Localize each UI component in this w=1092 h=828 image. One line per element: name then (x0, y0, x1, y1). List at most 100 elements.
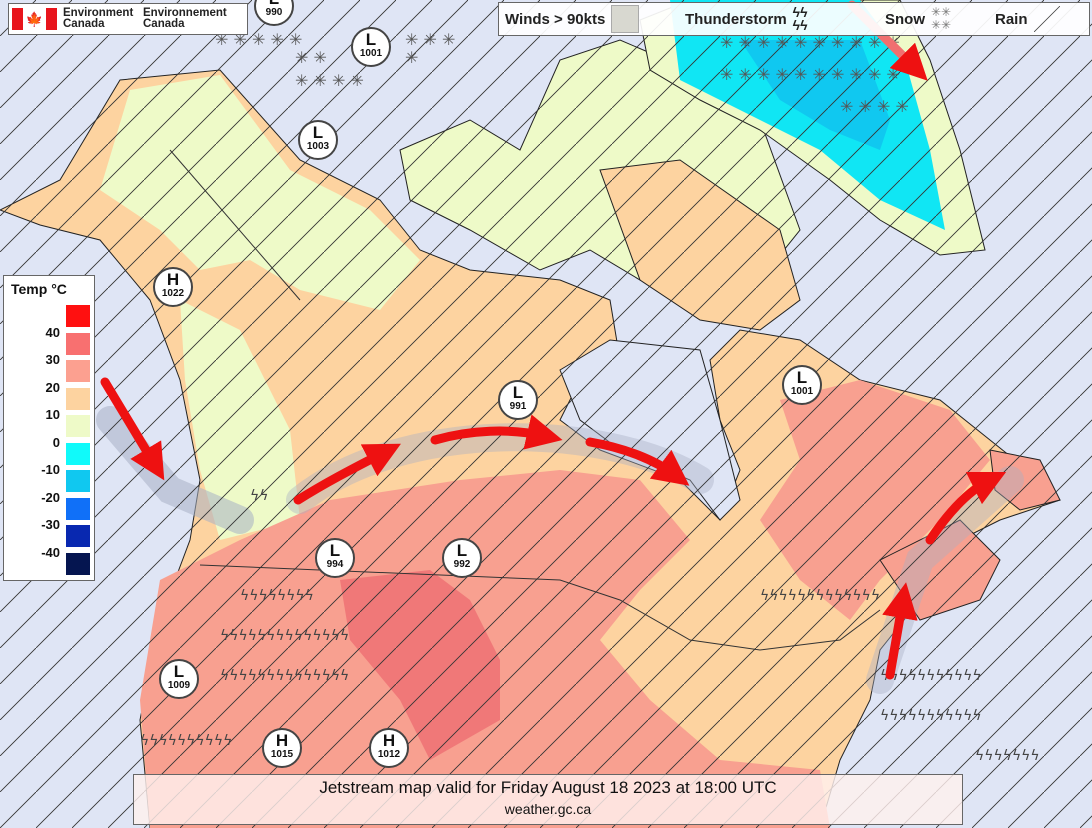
svg-text:ϟϟϟϟϟϟϟϟϟϟ: ϟϟϟϟϟϟϟϟϟϟ (140, 733, 232, 749)
temp-level-label: -20 (41, 489, 60, 505)
logo-en-line1: Environment (63, 7, 134, 19)
pressure-type: L (312, 123, 324, 142)
low-pressure-center: L 994 (315, 538, 355, 578)
jet-arrow (430, 414, 563, 450)
temp-level-label: -10 (41, 462, 60, 477)
jet-arrow (925, 471, 1007, 545)
wind-swath-icon (611, 5, 640, 33)
temp-color-swatch (66, 360, 90, 382)
temp-level-label: -30 (41, 517, 60, 532)
temp-legend-row: -30 (4, 517, 94, 551)
low-pressure-center: L 991 (498, 380, 538, 420)
pressure-type: H (166, 270, 180, 289)
svg-text:✳ ✳ ✳ ✳: ✳ ✳ ✳ ✳ (295, 71, 364, 90)
temp-legend-row: -10 (4, 462, 94, 496)
svg-text:ϟϟϟϟϟϟϟϟϟϟϟϟϟϟ: ϟϟϟϟϟϟϟϟϟϟϟϟϟϟ (220, 668, 349, 684)
svg-text:✳ ✳ ✳: ✳ ✳ ✳ (405, 30, 455, 49)
pressure-value: 1001 (790, 386, 814, 397)
svg-text:ϟϟϟϟϟϟϟϟϟϟϟ: ϟϟϟϟϟϟϟϟϟϟϟ (880, 708, 982, 724)
temp-level-label: 10 (45, 407, 60, 422)
temp-level-label: -40 (41, 544, 60, 560)
pressure-type: L (329, 541, 341, 560)
valid-time-caption: Jetstream map valid for Friday August 18… (133, 774, 963, 825)
svg-text:ϟϟ: ϟϟ (250, 488, 268, 504)
temp-level-label: 30 (45, 352, 60, 367)
logo-en-line2: Canada (63, 18, 105, 30)
valid-time-text: Jetstream map valid for Friday August 18… (319, 778, 777, 797)
temp-color-swatch (66, 470, 90, 492)
svg-text:ϟϟϟϟϟϟϟϟϟϟϟϟϟϟ: ϟϟϟϟϟϟϟϟϟϟϟϟϟϟ (220, 628, 349, 644)
svg-text:✳ ✳: ✳ ✳ (295, 48, 327, 67)
legend-thunderstorm-label: Thunderstorm (685, 10, 787, 28)
svg-text:ϟϟϟϟϟϟϟϟϟϟϟϟϟ: ϟϟϟϟϟϟϟϟϟϟϟϟϟ (760, 588, 880, 604)
jet-arrow (882, 582, 918, 680)
pressure-value: 1022 (161, 288, 185, 299)
temp-level-label: 0 (52, 434, 60, 450)
pressure-value: 1012 (377, 749, 401, 760)
jet-arrow (100, 377, 165, 481)
lightning-icon: ϟϟ ϟϟ (792, 4, 808, 33)
temp-legend-row (4, 303, 94, 331)
pressure-value: 991 (509, 401, 527, 412)
source-url[interactable]: weather.gc.ca (504, 801, 592, 817)
pressure-type: H (382, 731, 396, 750)
logo-fr-line1: Environnement (143, 7, 227, 19)
low-pressure-center: L 1009 (159, 659, 199, 699)
low-pressure-center: L 1001 (782, 365, 822, 405)
temp-color-swatch (66, 442, 90, 465)
svg-text:ϟϟϟϟϟϟϟϟϟϟϟ: ϟϟϟϟϟϟϟϟϟϟϟ (880, 668, 982, 684)
high-pressure-center: H 1015 (262, 728, 302, 768)
pressure-type: H (275, 731, 289, 750)
pressure-type: L (173, 662, 185, 681)
temp-legend-row: 40 (4, 325, 94, 359)
legend-snow-label: Snow (885, 10, 925, 28)
snow-symbols: ✳ ✳ ✳ ✳ ✳ ✳ ✳ ✳ ✳ ✳ ✳ ✳ ✳ ✳ ✳ ✳ ✳ ✳ ✳ ✳ … (215, 30, 909, 116)
svg-text:ϟϟϟϟϟϟϟ: ϟϟϟϟϟϟϟ (975, 748, 1040, 764)
temp-legend-row: 0 (4, 435, 94, 469)
high-pressure-center: H 1022 (153, 267, 193, 307)
pressure-type: L (456, 541, 468, 560)
temp-color-swatch (66, 497, 90, 520)
temp-color-swatch (66, 387, 90, 410)
pressure-value: 1009 (167, 680, 191, 691)
low-pressure-center: L 1003 (298, 120, 338, 160)
thunderstorm-symbols: ϟϟϟϟϟϟϟϟ ϟϟϟϟϟϟϟϟϟϟϟϟϟϟ ϟϟϟϟϟϟϟϟϟϟϟϟϟϟ ϟ… (140, 488, 1040, 764)
temp-level-label: 20 (45, 379, 60, 395)
svg-text:✳: ✳ (405, 48, 418, 67)
pressure-type: L (365, 30, 377, 49)
legend-rain-label: Rain (995, 10, 1028, 28)
jet-stream-arrows (100, 0, 1007, 680)
temp-legend-title: Temp °C (11, 281, 67, 297)
temp-legend-row: -20 (4, 490, 94, 524)
low-pressure-center: L 1001 (351, 27, 391, 67)
temp-color-swatch (66, 415, 90, 437)
temp-color-swatch (66, 525, 90, 547)
environment-canada-logo: 🍁 Environment Environnement Canada Canada (8, 3, 248, 35)
temp-legend-row: 10 (4, 407, 94, 441)
temp-color-swatch (66, 305, 90, 327)
diagonal-line-icon (1033, 6, 1060, 32)
temp-color-swatch (66, 332, 90, 355)
legend-winds-label: Winds > 90kts (505, 10, 606, 28)
svg-text:ϟϟϟϟϟϟϟϟ: ϟϟϟϟϟϟϟϟ (240, 588, 314, 604)
pressure-value: 992 (453, 559, 471, 570)
pressure-value: 1001 (359, 48, 383, 59)
temp-level-label: 40 (45, 324, 60, 340)
pressure-type: L (512, 383, 524, 402)
svg-text:✳ ✳ ✳ ✳: ✳ ✳ ✳ ✳ (840, 97, 909, 116)
asterisk-icon: ✳✳ ✳✳ (931, 5, 952, 32)
symbol-legend: Winds > 90kts Thunderstorm ϟϟ ϟϟ Snow ✳✳ ✳✳ … (498, 2, 1090, 36)
svg-text:✳ ✳ ✳ ✳ ✳ ✳ ✳ ✳ ✳ ✳: ✳ ✳ ✳ ✳ ✳ ✳ ✳ ✳ ✳ ✳ (720, 33, 900, 52)
jet-arrow (585, 437, 690, 486)
jet-arrow (293, 443, 401, 505)
temp-legend-row: -40 (4, 545, 94, 579)
temp-legend-row: 30 (4, 352, 94, 386)
canada-flag-icon: 🍁 (12, 8, 57, 30)
logo-fr-line2: Canada (143, 18, 185, 30)
high-pressure-center: H 1012 (369, 728, 409, 768)
temp-legend-row: 20 (4, 380, 94, 414)
pressure-type: L (256, 0, 292, 8)
pressure-value: 1003 (306, 141, 330, 152)
svg-text:✳ ✳ ✳ ✳ ✳ ✳ ✳ ✳ ✳ ✳: ✳ ✳ ✳ ✳ ✳ ✳ ✳ ✳ ✳ ✳ (720, 65, 900, 84)
